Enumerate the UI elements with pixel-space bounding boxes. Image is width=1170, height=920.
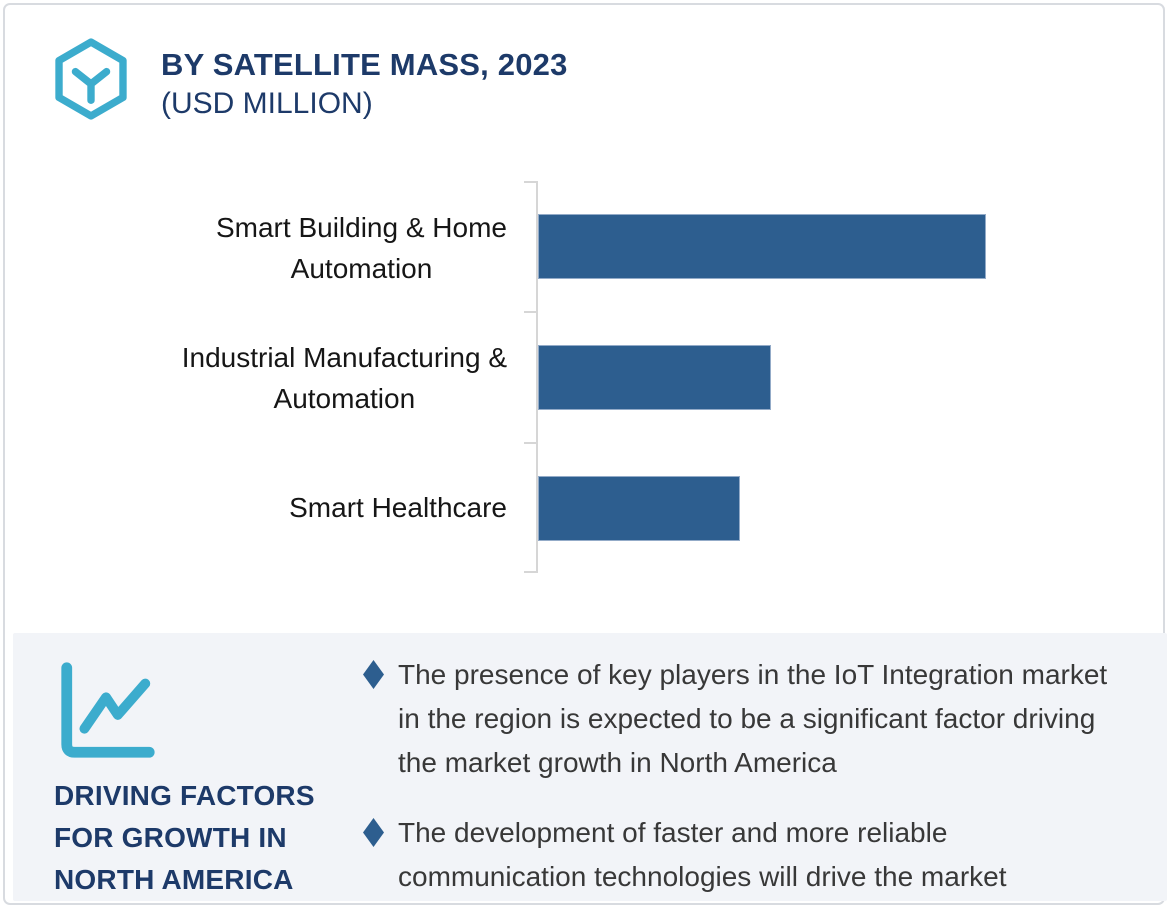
bullet-item: The development of faster and more relia… [363, 811, 1133, 899]
bar-industrial-manufacturing-automation [538, 345, 772, 410]
category-axis-line [536, 181, 538, 573]
bar-chart-plot-area [538, 181, 1170, 573]
chart-subtitle: (USD MILLION) [161, 87, 373, 120]
bar-smart-building-home-automation [538, 214, 987, 279]
axis-tick [524, 442, 536, 444]
bullet-item: The presence of key players in the IoT I… [363, 653, 1133, 785]
panel-title: DRIVING FACTORS FOR GROWTH IN NORTH AMER… [54, 780, 315, 895]
axis-tick [524, 311, 536, 313]
diamond-bullet-icon [363, 818, 384, 847]
bar-smart-healthcare [538, 476, 740, 541]
hexagon-box-icon [55, 38, 127, 120]
category-label-industrial-manufacturing: Industrial Manufacturing & Automation [181, 341, 507, 414]
chart-header: BY SATELLITE MASS, 2023 (USD MILLION) [161, 45, 568, 123]
bullet-text: The presence of key players in the IoT I… [398, 659, 1108, 778]
axis-tick [524, 571, 536, 573]
driving-factors-panel: DRIVING FACTORS FOR GROWTH IN NORTH AMER… [13, 633, 1167, 901]
line-chart-icon [61, 662, 155, 758]
bullet-text: The development of faster and more relia… [398, 817, 1007, 892]
category-label-smart-building: Smart Building & Home Automation [215, 211, 507, 284]
chart-title: BY SATELLITE MASS, 2023 [161, 47, 568, 82]
axis-tick [524, 181, 536, 183]
card: BY SATELLITE MASS, 2023 (USD MILLION) Sm… [3, 3, 1167, 905]
category-label-smart-healthcare: Smart Healthcare [289, 492, 507, 524]
bullet-list: The presence of key players in the IoT I… [363, 653, 1133, 920]
diamond-bullet-icon [363, 660, 384, 689]
